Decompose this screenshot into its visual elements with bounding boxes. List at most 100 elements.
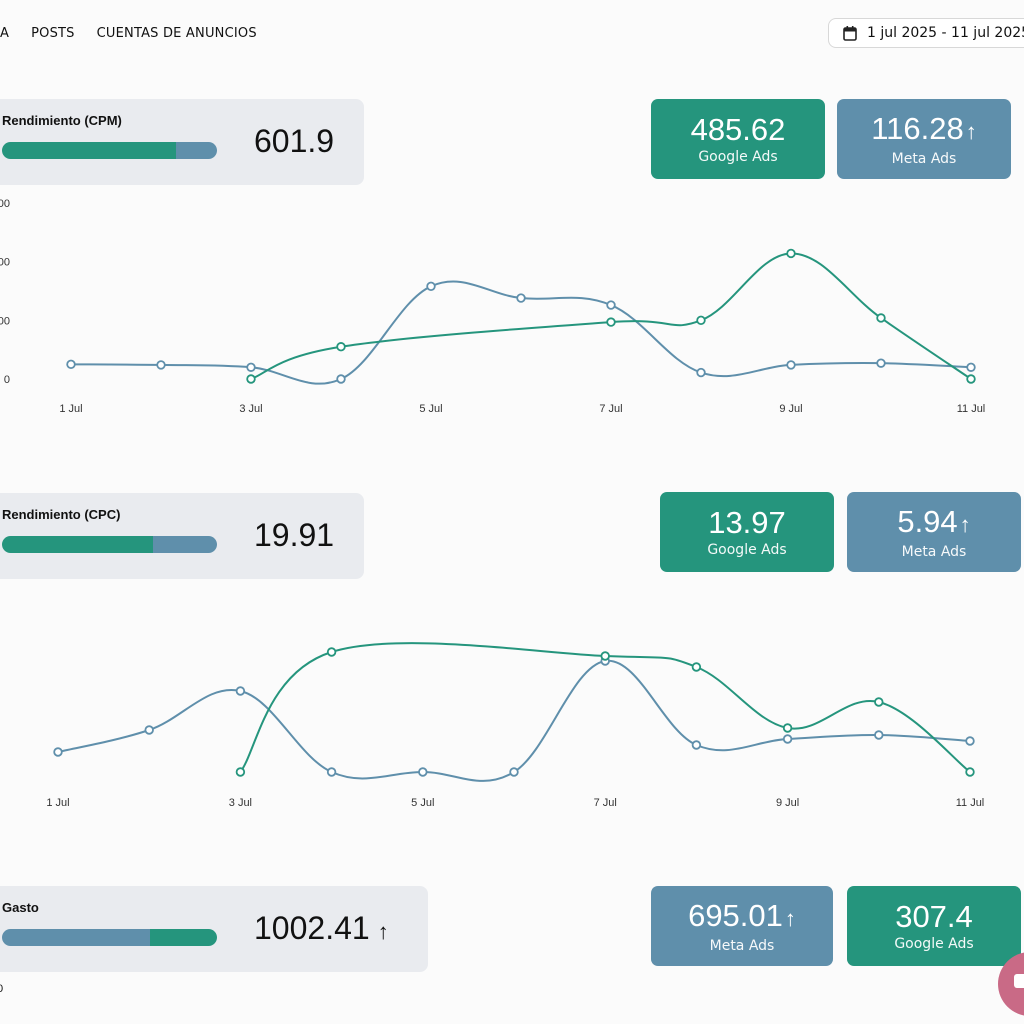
cpc-line-chart: 1 Jul 3 Jul 5 Jul 7 Jul 9 Jul 11 Jul [46, 642, 985, 809]
x-tick-label: 7 Jul [599, 403, 622, 415]
summary-total: 19.91 [254, 517, 335, 553]
x-tick-label: 3 Jul [239, 403, 262, 415]
x-tick-label: 1 Jul [46, 797, 69, 809]
meta-data-point[interactable] [966, 362, 976, 372]
badge-label: Google Ads [698, 149, 778, 165]
badge-meta-ads: 695.01↑ Meta Ads [651, 886, 833, 966]
nav-item-posts[interactable]: POSTS [31, 26, 75, 41]
arrow-up-icon: ↑ [959, 511, 971, 537]
meta-data-point[interactable] [965, 736, 975, 746]
x-tick-label: 9 Jul [779, 403, 802, 415]
google-series-line [250, 252, 972, 380]
summary-card-cpc: Rendimiento (CPC) 19.91 [0, 493, 364, 579]
badge-google-ads: 307.4 Google Ads [847, 886, 1021, 966]
split-bar [2, 536, 217, 553]
y-tick-label: 0 [4, 374, 10, 386]
google-data-point[interactable] [246, 374, 256, 384]
nav-item-a[interactable]: A [0, 26, 10, 41]
meta-data-point[interactable] [876, 358, 886, 368]
google-data-point[interactable] [691, 662, 702, 672]
x-tick-label: 5 Jul [411, 797, 434, 809]
arrow-up-icon: ↑ [965, 118, 977, 144]
google-data-point[interactable] [600, 651, 610, 661]
summary-card-cpm: Rendimiento (CPM) 601.9 [0, 99, 364, 185]
google-data-point[interactable] [606, 317, 616, 327]
y-tick-label: 100 [0, 315, 10, 327]
split-bar-primary [2, 142, 177, 159]
summary-total: 1002.41 ↑ [254, 910, 389, 946]
split-bar-secondary [150, 929, 217, 946]
badge-label: Meta Ads [891, 150, 957, 167]
badge-value: 116.28 [871, 110, 964, 146]
meta-data-point[interactable] [235, 686, 246, 696]
badge-value: 307.4 [895, 899, 973, 934]
x-tick-label: 3 Jul [229, 797, 252, 809]
meta-data-point[interactable] [336, 374, 346, 384]
meta-data-point[interactable] [696, 367, 706, 378]
y-tick-label: 300 [0, 198, 10, 210]
google-data-point[interactable] [326, 647, 337, 657]
meta-data-point[interactable] [606, 300, 616, 310]
nav-item-cuentas-de-anuncios[interactable]: CUENTAS DE ANUNCIOS [96, 26, 257, 41]
meta-data-point[interactable] [144, 725, 154, 735]
split-bar-primary [2, 536, 153, 553]
badge-google-ads: 485.62 Google Ads [651, 99, 825, 179]
arrow-up-icon: ↑ [784, 905, 796, 931]
meta-data-point[interactable] [691, 740, 702, 750]
google-data-point[interactable] [966, 374, 976, 384]
x-tick-label: 11 Jul [957, 403, 986, 415]
split-bar-secondary [152, 536, 217, 553]
split-bar-secondary [176, 142, 217, 159]
badge-value: 5.94 [897, 503, 958, 539]
meta-data-point[interactable] [782, 734, 793, 744]
summary-card-gasto: Gasto 1002.41 ↑ [0, 886, 428, 972]
x-tick-label: 7 Jul [594, 797, 617, 809]
meta-data-point[interactable] [53, 747, 63, 757]
badge-value: 485.62 [690, 112, 786, 147]
badge-value: 13.97 [708, 505, 786, 540]
x-tick-label: 1 Jul [59, 403, 82, 415]
summary-total: 601.9 [254, 123, 335, 159]
google-data-point[interactable] [336, 342, 346, 352]
top-nav: A POSTS CUENTAS DE ANUNCIOS [0, 26, 257, 41]
meta-data-point[interactable] [156, 360, 166, 370]
meta-data-point[interactable] [509, 767, 519, 777]
calendar-icon [843, 25, 857, 41]
arrow-up-icon: ↑ [371, 919, 389, 944]
meta-data-point[interactable] [874, 730, 884, 740]
summary-title: Gasto [2, 900, 39, 915]
google-data-point[interactable] [965, 767, 975, 777]
badge-label: Meta Ads [709, 937, 775, 954]
meta-data-point[interactable] [326, 767, 337, 777]
google-data-point[interactable] [235, 767, 246, 777]
x-tick-label: 9 Jul [776, 797, 799, 809]
meta-data-point[interactable] [516, 293, 526, 303]
meta-data-point[interactable] [786, 360, 796, 370]
y-tick-label: 0 [0, 983, 4, 995]
meta-data-point[interactable] [66, 359, 76, 370]
x-tick-label: 11 Jul [956, 797, 985, 809]
split-bar [2, 142, 217, 159]
badge-meta-ads: 5.94↑ Meta Ads [847, 492, 1021, 572]
cpm-line-chart: 0 100 200 300 1 Jul 3 Jul 5 Jul 7 Jul 9 Jul 11 Ju… [0, 198, 986, 415]
google-data-point[interactable] [876, 313, 886, 323]
split-bar-primary [2, 929, 151, 946]
meta-data-point[interactable] [246, 362, 256, 372]
summary-title: Rendimiento (CPC) [2, 507, 121, 522]
badge-label: Google Ads [707, 542, 787, 558]
meta-data-point[interactable] [426, 281, 436, 292]
badge-label: Meta Ads [901, 543, 967, 560]
split-bar [2, 929, 217, 946]
google-data-point[interactable] [782, 723, 793, 733]
badge-meta-ads: 116.28↑ Meta Ads [837, 99, 1011, 179]
google-data-point[interactable] [874, 697, 884, 707]
badge-label: Google Ads [894, 936, 974, 952]
google-data-point[interactable] [786, 248, 796, 259]
date-range-label: 1 jul 2025 - 11 jul 2025 [867, 25, 1024, 41]
meta-data-point[interactable] [418, 767, 428, 777]
badge-value: 695.01 [688, 897, 783, 933]
google-data-point[interactable] [696, 315, 706, 326]
badge-google-ads: 13.97 Google Ads [660, 492, 834, 572]
x-tick-label: 5 Jul [419, 403, 442, 415]
date-range-picker[interactable]: 1 jul 2025 - 11 jul 2025 [828, 18, 1024, 48]
